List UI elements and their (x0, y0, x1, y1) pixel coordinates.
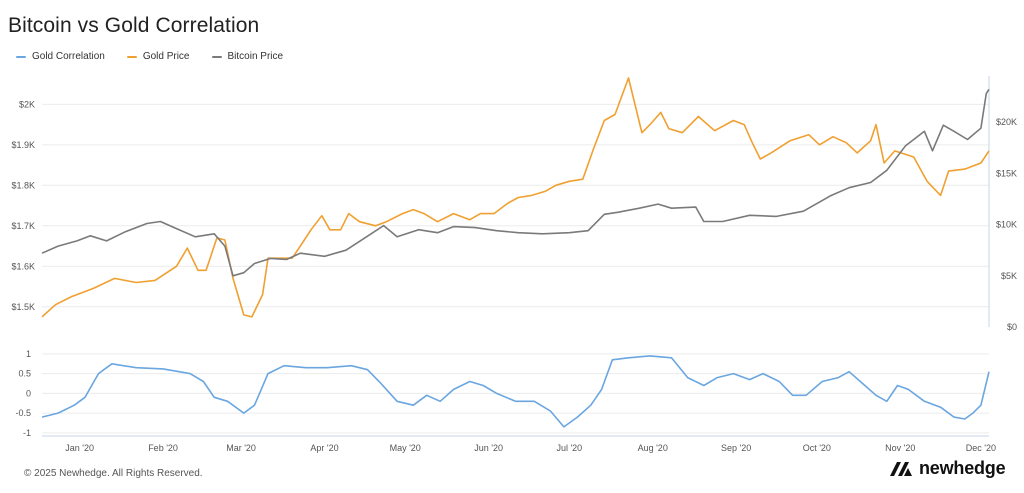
y-right-tick-label: $20K (996, 117, 1017, 127)
x-tick-label: Mar '20 (226, 443, 256, 453)
series-line-gold (41, 77, 990, 318)
brand-logo[interactable]: newhedge (889, 458, 1006, 479)
x-tick-label: Jun '20 (474, 443, 503, 453)
y-left-tick-label: $1.5K (11, 302, 35, 312)
y-left-tick-label: $1.6K (11, 261, 35, 271)
newhedge-logo-icon (890, 461, 912, 476)
legend-label: Gold Price (142, 51, 190, 62)
x-tick-label: Oct '20 (803, 443, 831, 453)
legend-item-gold-price[interactable]: Gold Price (126, 51, 190, 62)
copyright: © 2025 Newhedge. All Rights Reserved. (24, 468, 203, 479)
y-right-tick-label: $10K (996, 220, 1017, 230)
x-tick-label: May '20 (390, 443, 421, 453)
brand-name: newhedge (919, 458, 1006, 478)
x-tick-label: Nov '20 (885, 443, 915, 453)
y-left-tick-label: $1.7K (11, 221, 35, 231)
y-corr-tick-label: 0 (26, 388, 31, 398)
y-corr-tick-label: -0.5 (15, 408, 31, 418)
series-line-correlation (41, 355, 990, 428)
x-tick-label: Jul '20 (556, 443, 582, 453)
legend-label: Gold Correlation (32, 51, 105, 62)
y-right-tick-label: $0 (1007, 322, 1017, 332)
y-corr-tick-label: -1 (23, 428, 31, 438)
y-left-tick-label: $1.8K (11, 180, 35, 190)
y-left-tick-label: $1.9K (11, 140, 35, 150)
legend-label: Bitcoin Price (227, 51, 284, 62)
x-tick-label: Dec '20 (966, 443, 996, 453)
legend-swatch-correlation (16, 55, 26, 58)
chart-title: Bitcoin vs Gold Correlation (8, 14, 260, 37)
legend-swatch-bitcoin (211, 55, 222, 58)
legend-swatch-gold (126, 55, 137, 58)
x-tick-label: Sep '20 (721, 443, 751, 453)
legend-item-bitcoin-price[interactable]: Bitcoin Price (211, 51, 284, 62)
y-left-tick-label: $2K (19, 99, 35, 109)
x-tick-label: Jan '20 (65, 443, 94, 453)
x-tick-label: Apr '20 (310, 443, 338, 453)
legend-item-gold-correlation[interactable]: Gold Correlation (16, 51, 105, 62)
y-corr-tick-label: 1 (26, 349, 31, 359)
y-corr-tick-label: 0.5 (18, 369, 31, 379)
legend: Gold Correlation Gold Price Bitcoin Pric… (16, 51, 283, 62)
y-right-tick-label: $5K (1001, 271, 1017, 281)
series-line-bitcoin (41, 88, 990, 277)
x-tick-label: Feb '20 (148, 443, 178, 453)
x-tick-label: Aug '20 (638, 443, 668, 453)
y-right-tick-label: $15K (996, 168, 1017, 178)
